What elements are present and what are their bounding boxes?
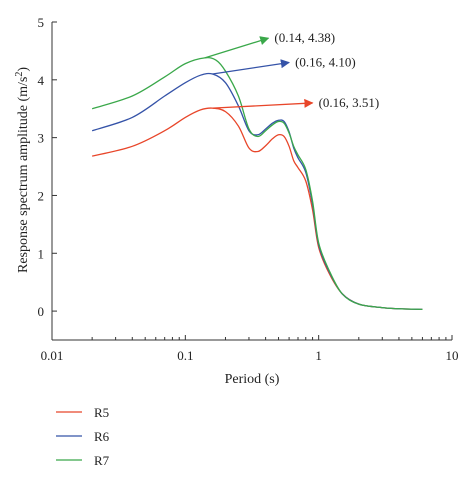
legend-label: R5 (94, 405, 109, 420)
y-tick-label: 5 (38, 15, 45, 30)
y-tick-label: 2 (38, 188, 45, 203)
annotation-label: (0.14, 4.38) (274, 30, 335, 45)
series-line-r5 (91, 107, 423, 311)
annotation-arrow (212, 98, 314, 109)
annotation-label: (0.16, 3.51) (319, 95, 380, 110)
peak-annotations: (0.14, 4.38) (0.16, 4.10) (0.16, 3.51) (204, 30, 380, 110)
y-tick-label: 3 (38, 131, 45, 146)
legend: R5 R6 R7 (56, 405, 110, 468)
x-axis-title: Period (s) (225, 372, 280, 387)
legend-label: R6 (94, 429, 110, 444)
y-axis-title: Response spectrum amplitude (m/s2) (14, 67, 31, 273)
annotation-arrow (212, 59, 290, 75)
axes-frame (51, 22, 452, 341)
x-ticks: 0.01 0.1 1 10 (41, 335, 459, 363)
x-tick-label: 0.01 (41, 348, 64, 363)
x-tick-label: 0.1 (177, 348, 193, 363)
annotation-arrow (204, 36, 270, 59)
y-ticks: 0 1 2 3 4 5 (38, 15, 57, 319)
x-tick-label: 10 (446, 348, 459, 363)
y-tick-label: 1 (38, 246, 45, 261)
x-tick-label: 1 (315, 348, 322, 363)
annotation-label: (0.16, 4.10) (295, 54, 356, 69)
y-tick-label: 0 (38, 304, 45, 319)
y-tick-label: 4 (38, 73, 45, 88)
legend-label: R7 (94, 453, 110, 468)
